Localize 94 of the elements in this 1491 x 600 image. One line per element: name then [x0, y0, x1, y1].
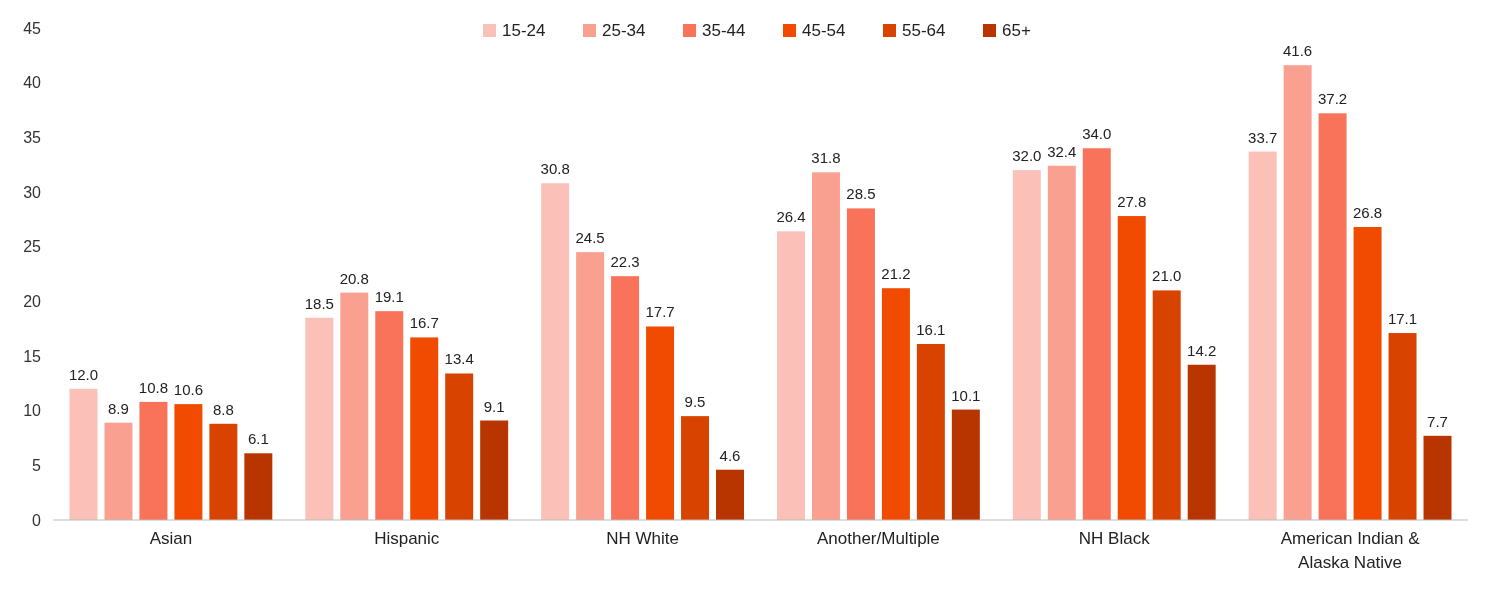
bar: [1082, 148, 1111, 520]
bar: [410, 337, 439, 520]
y-tick-label: 25: [23, 238, 42, 256]
y-tick-label: 5: [32, 456, 42, 474]
bar: [1012, 170, 1041, 520]
x-tick-label: Asian: [149, 529, 193, 548]
bar: [445, 373, 474, 520]
data-label: 24.5: [575, 229, 605, 247]
y-tick-label: 35: [23, 128, 42, 146]
legend-label: 45-54: [802, 21, 846, 40]
bar: [1187, 364, 1216, 520]
bar: [881, 288, 910, 520]
bar: [777, 231, 805, 520]
bar: [1152, 290, 1181, 520]
data-label: 14.2: [1187, 341, 1217, 359]
data-label: 12.0: [68, 365, 99, 383]
data-label: 16.7: [409, 314, 439, 332]
data-label: 16.1: [916, 320, 946, 338]
bar: [1318, 113, 1347, 520]
x-tick-label: NH Black: [1078, 529, 1151, 548]
bar: [244, 453, 273, 520]
y-tick-label: 0: [32, 511, 42, 529]
legend-label: 55-64: [902, 21, 946, 40]
x-tick-label: Another/Multiple: [816, 529, 940, 548]
bar: [1353, 226, 1382, 520]
data-label: 31.8: [811, 149, 841, 167]
data-label: 26.4: [776, 208, 806, 226]
bar: [1117, 216, 1146, 520]
bar: [209, 423, 238, 520]
bar: [375, 311, 404, 520]
data-label: 17.7: [645, 303, 675, 321]
bar: [811, 172, 840, 520]
y-tick-label: 45: [23, 19, 42, 37]
data-label: 26.8: [1352, 203, 1383, 221]
data-label: 19.1: [374, 288, 404, 306]
data-label: 9.5: [684, 393, 706, 411]
bar: [646, 326, 675, 520]
data-label: 41.6: [1283, 42, 1313, 60]
bar: [1047, 165, 1076, 520]
bar: [1283, 65, 1312, 520]
data-label: 18.5: [304, 294, 334, 312]
data-label: 20.8: [339, 269, 369, 287]
bar: [139, 401, 168, 520]
legend-label: 15-24: [502, 21, 546, 40]
y-tick-label: 10: [23, 402, 42, 420]
bar: [846, 208, 875, 520]
data-label: 7.7: [1427, 412, 1448, 430]
legend-label: 25-34: [602, 21, 646, 40]
data-label: 33.7: [1248, 128, 1278, 146]
bar: [1248, 151, 1277, 520]
bar: [576, 252, 605, 520]
bar: [611, 276, 640, 520]
data-label: 21.2: [881, 265, 911, 283]
data-label: 34.0: [1082, 125, 1112, 143]
data-label: 9.1: [483, 397, 505, 415]
data-label: 13.4: [444, 350, 474, 368]
x-tick-label: American Indian & Alaska Native: [1280, 529, 1421, 572]
bar: [174, 404, 203, 520]
y-tick-label: 30: [23, 183, 42, 201]
legend-label: 35-44: [702, 21, 746, 40]
bar: [716, 469, 744, 520]
data-label: 28.5: [846, 185, 876, 203]
legend-label: 65+: [1002, 21, 1031, 40]
bar: [681, 416, 710, 520]
x-tick-label: Hispanic: [374, 529, 440, 548]
bar: [1388, 333, 1417, 520]
data-label: 17.1: [1387, 310, 1418, 328]
y-tick-label: 20: [23, 292, 42, 310]
data-label: 10.8: [138, 378, 169, 396]
data-label: 32.0: [1012, 147, 1042, 165]
y-tick-label: 40: [23, 74, 42, 92]
data-label: 8.8: [212, 400, 234, 418]
data-label: 30.8: [540, 160, 570, 178]
x-tick-label: NH White: [606, 529, 679, 548]
bar: [1423, 435, 1452, 520]
data-label: 6.1: [247, 430, 269, 448]
data-label: 37.2: [1318, 90, 1348, 108]
data-label: 27.8: [1117, 193, 1147, 211]
data-label: 10.6: [173, 381, 203, 399]
data-label: 32.4: [1047, 142, 1077, 160]
bar: [305, 317, 334, 520]
bar: [541, 183, 570, 520]
bar: [69, 388, 98, 520]
bar: [340, 292, 369, 520]
bar: [916, 343, 945, 520]
data-label: 22.3: [610, 253, 640, 271]
bar: [951, 409, 980, 520]
data-label: 21.0: [1152, 267, 1182, 285]
data-label: 8.9: [108, 399, 129, 417]
bar: [104, 422, 133, 520]
data-label: 10.1: [951, 386, 981, 404]
y-tick-label: 15: [23, 347, 42, 365]
bar: [480, 420, 509, 520]
data-label: 4.6: [719, 446, 741, 464]
